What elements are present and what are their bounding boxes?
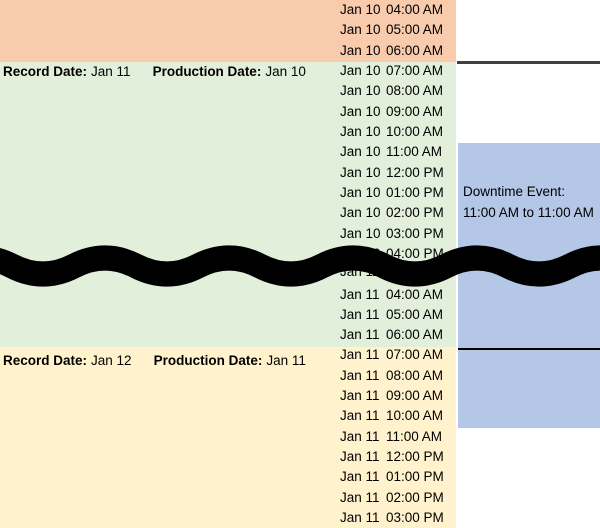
row-date: Jan 10 xyxy=(340,225,381,241)
row-date: Jan 10 xyxy=(340,205,381,221)
row-date: Jan 10 xyxy=(340,164,381,180)
row-time: 12:00 PM xyxy=(386,449,444,464)
row-time: 03:00 PM xyxy=(386,510,444,525)
downtime-event-cell[interactable]: Downtime Event: 11:00 AM to 11:00 AM xyxy=(458,143,600,428)
band-production-jan11 xyxy=(0,347,456,528)
row-time: 02:00 PM xyxy=(386,489,444,505)
record-row-jan10[interactable]: Record Date: Jan 11 Production Date: Jan 10 xyxy=(3,62,306,82)
downtime-event-title: Downtime Event: xyxy=(463,184,566,199)
row-time: 07:00 AM xyxy=(386,347,444,363)
time-row[interactable]: Jan 10 04:00 PM xyxy=(340,244,452,264)
record-row-jan11[interactable]: Record Date: Jan 12 Production Date: Jan 11 xyxy=(3,351,306,371)
row-date: Jan 11 xyxy=(340,510,380,525)
row-date: Jan 10 xyxy=(340,42,381,58)
row-time: 01:00 PM xyxy=(386,469,444,485)
time-row[interactable]: Jan 11 06:00 AM xyxy=(340,325,452,345)
time-row[interactable]: Jan 10 09:00 AM xyxy=(340,102,452,122)
time-row[interactable]: Jan 10 07:00 AM xyxy=(340,61,452,81)
row-time: 05:00 AM xyxy=(386,306,444,322)
row-date: Jan 10 xyxy=(340,83,381,99)
row-time: 01:00 PM xyxy=(386,184,444,200)
production-date-label: Production Date: xyxy=(153,353,263,368)
row-time: 10:00 AM xyxy=(386,123,444,139)
record-date-label: Record Date: xyxy=(3,64,88,79)
time-row[interactable]: Jan 10 02:00 PM xyxy=(340,203,452,223)
time-row[interactable]: Jan 10 12:00 PM xyxy=(340,163,452,183)
time-row[interactable]: Jan 11 08:00 AM xyxy=(340,366,452,386)
time-row[interactable]: Jan 11 01:00 PM xyxy=(340,467,452,487)
time-row[interactable]: Jan 11 09:00 AM xyxy=(340,386,452,406)
time-row[interactable]: Jan 10 10:00 AM xyxy=(340,122,452,142)
time-row[interactable]: Jan 11 10:00 AM xyxy=(340,406,452,426)
band-production-jan10 xyxy=(0,62,456,347)
time-row[interactable]: Jan 10 01:00 PM xyxy=(340,183,452,203)
row-date: Jan 11 xyxy=(340,469,380,485)
row-time: 12:00 PM xyxy=(386,164,444,180)
production-date-value: Jan 11 xyxy=(266,353,306,368)
row-date: Jan 11 xyxy=(340,408,380,424)
row-date: Jan 10 xyxy=(340,144,381,160)
row-time: 10:00 AM xyxy=(386,408,444,424)
production-date-value: Jan 10 xyxy=(265,64,306,79)
row-time: 04:00 AM xyxy=(386,286,444,302)
row-time: 08:00 AM xyxy=(386,83,444,99)
day-divider-line-top xyxy=(457,61,600,64)
time-row[interactable]: Jan 10 05:00 AM xyxy=(340,20,452,40)
row-date: Jan 11 xyxy=(340,388,380,404)
record-date-label: Record Date: xyxy=(3,353,88,368)
time-row[interactable]: Jan 11 03:00 PM xyxy=(340,508,452,528)
row-time: 09:00 AM xyxy=(386,103,444,119)
row-date: Jan 11 xyxy=(340,306,380,322)
row-date: Jan 11 xyxy=(340,347,380,363)
time-row[interactable]: Jan 11 12:00 PM xyxy=(340,447,452,467)
row-date: Jan 10 xyxy=(340,245,381,261)
row-time: 03:00 AM xyxy=(386,264,444,280)
row-date: Jan 11 xyxy=(340,489,380,505)
row-time: 06:00 AM xyxy=(386,42,444,58)
time-row[interactable]: Jan 11 07:00 AM xyxy=(340,345,452,365)
row-time: 11:00 AM xyxy=(386,144,443,160)
row-date: Jan 10 xyxy=(340,63,381,78)
row-time: 04:00 AM xyxy=(386,2,444,17)
row-date: Jan 10 xyxy=(340,2,381,17)
time-row[interactable]: Jan 10 11:00 AM xyxy=(340,142,452,162)
time-row[interactable]: Jan 10 04:00 AM xyxy=(340,0,452,20)
time-row[interactable]: Jan 10 08:00 AM xyxy=(340,81,452,101)
row-time: 03:00 PM xyxy=(386,225,444,241)
record-date-value: Jan 11 xyxy=(91,64,131,79)
row-date: Jan 11 xyxy=(340,327,380,343)
production-date-label: Production Date: xyxy=(152,64,262,79)
row-date: Jan 11 xyxy=(340,367,380,383)
time-row[interactable]: Jan 11 11:00 AM xyxy=(340,427,452,447)
record-date-value: Jan 12 xyxy=(91,353,132,368)
row-date: Jan 10 xyxy=(340,103,381,119)
row-time: 07:00 AM xyxy=(386,63,444,78)
time-row-partial[interactable]: Jan 11 03:00 AM xyxy=(340,262,452,282)
row-time: 09:00 AM xyxy=(386,388,444,404)
time-row[interactable]: Jan 10 06:00 AM xyxy=(340,41,452,61)
time-row[interactable]: Jan 11 02:00 PM xyxy=(340,488,452,508)
row-time: 11:00 AM xyxy=(386,428,443,444)
row-date: Jan 11 xyxy=(340,449,380,464)
downtime-event-range: 11:00 AM to 11:00 AM xyxy=(463,205,594,220)
row-date: Jan 11 xyxy=(340,428,380,444)
time-row[interactable]: Jan 11 04:00 AM xyxy=(340,285,452,305)
row-date: Jan 10 xyxy=(340,22,381,38)
row-time: 02:00 PM xyxy=(386,205,444,221)
row-time: 05:00 AM xyxy=(386,22,444,38)
row-time: 06:00 AM xyxy=(386,327,444,343)
row-time: 04:00 PM xyxy=(386,245,444,261)
row-date: Jan 11 xyxy=(340,264,380,280)
time-row[interactable]: Jan 11 05:00 AM xyxy=(340,305,452,325)
row-date: Jan 10 xyxy=(340,184,381,200)
row-date: Jan 11 xyxy=(340,286,380,302)
row-date: Jan 10 xyxy=(340,123,381,139)
row-time: 08:00 AM xyxy=(386,367,444,383)
band-previous-day xyxy=(0,0,456,62)
day-divider-line-bottom xyxy=(458,348,600,350)
time-row[interactable]: Jan 10 03:00 PM xyxy=(340,224,452,244)
